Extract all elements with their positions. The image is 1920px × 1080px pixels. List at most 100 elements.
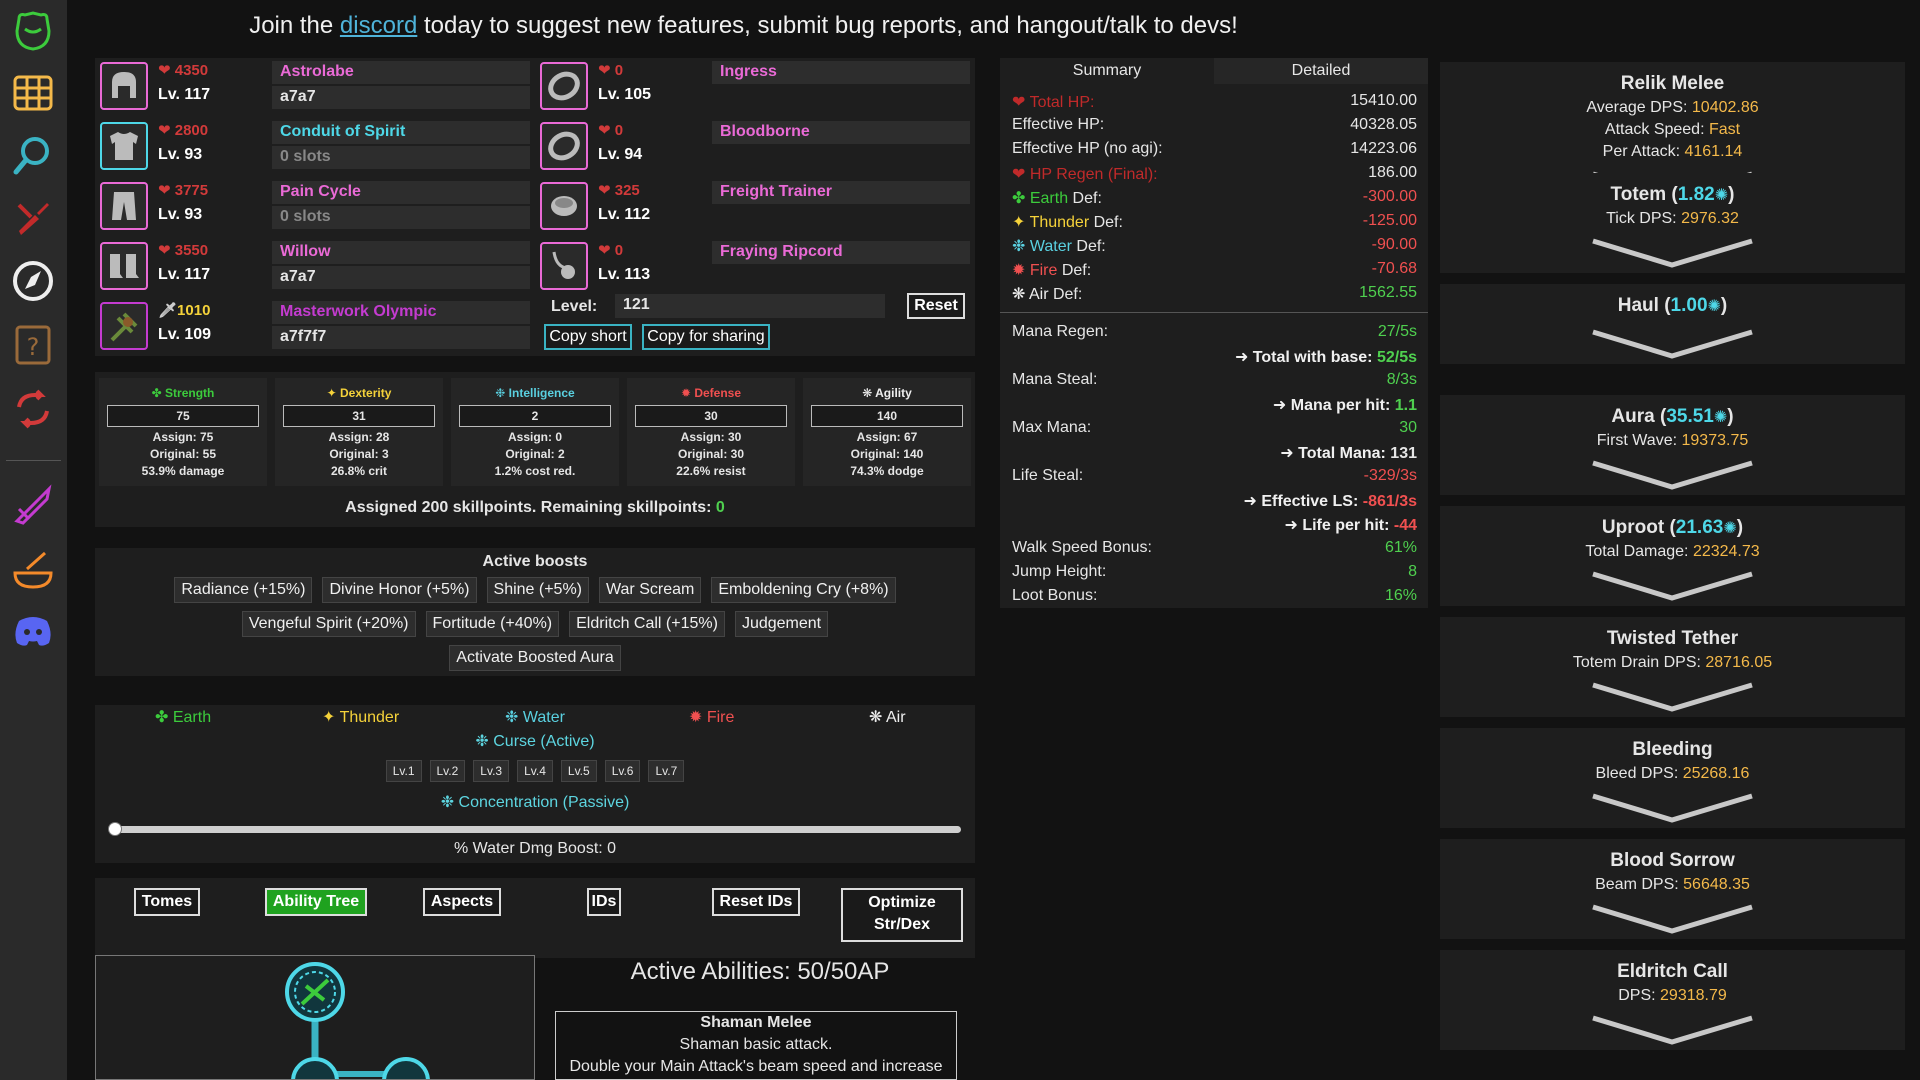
equip-slot-boots[interactable]: ❤ 3550 Lv. 117 Willow a7a7 [95,238,530,294]
level-button-7[interactable]: Lv.7 [648,760,685,782]
level-button-2[interactable]: Lv.2 [429,760,466,782]
damage-card[interactable]: Uproot (21.63✺) Total Damage: 22324.73 [1440,506,1905,606]
cooking-icon[interactable] [10,546,56,592]
item-name-field[interactable]: Freight Trainer [712,181,970,204]
item-name-field[interactable]: Ingress [712,61,970,84]
expand-chevron-icon[interactable] [1591,681,1754,715]
ability-tree-canvas[interactable] [95,955,535,1080]
stat-value: -329/3s [1364,467,1417,485]
tab-ability-tree[interactable]: Ability Tree [265,888,367,916]
stat-value: 27/5s [1378,323,1417,341]
water-boost-slider-thumb[interactable] [108,822,122,836]
sword-icon[interactable] [10,482,56,528]
item-name-field[interactable]: Willow [272,241,530,264]
level-button-1[interactable]: Lv.1 [385,760,422,782]
discord-link[interactable]: discord [339,12,418,39]
ability-node[interactable] [382,1057,430,1080]
level-input[interactable]: 121 [615,294,885,318]
help-icon[interactable]: ? [10,322,56,368]
equip-slot-leggings[interactable]: ❤ 3775 Lv. 93 Pain Cycle 0 slots [95,178,530,234]
expand-chevron-icon[interactable] [1591,459,1754,493]
boost-vengeful-spirit[interactable]: Vengeful Spirit (+20%) [241,611,416,637]
element-tab-air[interactable]: ❋ Air [869,709,906,726]
search-icon[interactable] [10,132,56,178]
tab-summary[interactable]: Summary [1000,58,1214,84]
item-name-field[interactable]: Conduit of Spirit [272,121,530,144]
level-button-5[interactable]: Lv.5 [560,760,597,782]
level-button-3[interactable]: Lv.3 [473,760,510,782]
tab-aspects[interactable]: Aspects [423,888,501,916]
damage-card[interactable]: Haul (1.00✺) [1440,284,1905,364]
refresh-icon[interactable] [10,386,56,432]
damage-card[interactable]: Twisted Tether Totem Drain DPS: 28716.05 [1440,617,1905,717]
activate-boosted-aura-button[interactable]: Activate Boosted Aura [449,645,621,671]
expand-chevron-icon[interactable] [1591,328,1754,362]
damage-card[interactable]: Eldritch Call DPS: 29318.79 [1440,950,1905,1050]
element-tab-water[interactable]: ❉ Water [505,709,565,726]
expand-chevron-icon[interactable] [1591,903,1754,937]
expand-chevron-icon[interactable] [1591,1014,1754,1048]
tab-ids[interactable]: IDs [587,888,621,916]
equip-slot-necklace[interactable]: ❤ 0 Lv. 113 Fraying Ripcord [535,238,970,294]
boost-judgement[interactable]: Judgement [734,611,829,637]
boost-shine[interactable]: Shine (+5%) [486,577,590,603]
boost-war-scream[interactable]: War Scream [599,577,702,603]
element-tab-thunder[interactable]: ✦ Thunder [322,709,400,726]
expand-chevron-icon[interactable] [1591,792,1754,826]
tab-detailed[interactable]: Detailed [1214,58,1428,84]
element-tab-fire[interactable]: ✹ Fire [689,709,735,726]
element-tab-earth[interactable]: ✤ Earth [155,709,212,726]
ability-node[interactable] [291,1057,339,1080]
boost-fortitude[interactable]: Fortitude (+40%) [425,611,560,637]
item-name-field[interactable]: Astrolabe [272,61,530,84]
boost-radiance[interactable]: Radiance (+15%) [174,577,313,603]
equip-slot-weapon[interactable]: 🗡1010 Lv. 109 Masterwork Olympic a7f7f7 [95,298,530,354]
skill-input[interactable]: 75 [107,405,259,427]
leggings-item-icon [100,182,148,230]
mana-icon: ✺ [1723,520,1737,537]
skill-input[interactable]: 30 [635,405,787,427]
damage-card[interactable]: Aura (35.51✺) First Wave: 19373.75 [1440,395,1905,495]
copy-short-button[interactable]: Copy short [544,324,632,350]
item-powder-field[interactable]: a7f7f7 [272,326,530,349]
water-boost-slider-track[interactable] [109,826,961,833]
equip-slot-bracelet[interactable]: ❤ 325 Lv. 112 Freight Trainer [535,178,970,234]
item-powder-field[interactable]: a7a7 [272,266,530,289]
damage-card[interactable]: Blood Sorrow Beam DPS: 56648.35 [1440,839,1905,939]
expand-chevron-icon[interactable] [1591,237,1754,271]
damage-card[interactable]: Totem (1.82✺) Tick DPS: 2976.32 [1440,173,1905,273]
compass-icon[interactable] [10,258,56,304]
optimize-str-dex-button[interactable]: Optimize Str/Dex [841,888,963,942]
expand-chevron-icon[interactable] [1591,570,1754,604]
reset-ids-button[interactable]: Reset IDs [712,888,800,916]
copy-for-sharing-button[interactable]: Copy for sharing [642,324,770,350]
skill-input[interactable]: 31 [283,405,435,427]
damage-card[interactable]: Bleeding Bleed DPS: 25268.16 [1440,728,1905,828]
level-button-6[interactable]: Lv.6 [604,760,641,782]
item-name-field[interactable]: Masterwork Olympic [272,301,530,324]
helmet-icon[interactable] [10,8,56,54]
tab-tomes[interactable]: Tomes [134,888,200,916]
level-button-4[interactable]: Lv.4 [517,760,553,782]
item-powder-field[interactable]: 0 slots [272,206,530,229]
equip-slot-ring-2[interactable]: ❤ 0 Lv. 94 Bloodborne [535,118,970,174]
equip-slot-helmet[interactable]: ❤ 4350 Lv. 117 Astrolabe a7a7 [95,58,530,114]
item-powder-field[interactable]: a7a7 [272,86,530,109]
equip-slot-ring-1[interactable]: ❤ 0 Lv. 105 Ingress [535,58,970,114]
item-hp: ❤ 2800 [158,122,209,139]
equip-slot-chestplate[interactable]: ❤ 2800 Lv. 93 Conduit of Spirit 0 slots [95,118,530,174]
boost-eldritch-call[interactable]: Eldritch Call (+15%) [569,611,725,637]
item-name-field[interactable]: Bloodborne [712,121,970,144]
discord-icon[interactable] [10,608,56,654]
stat-label: Jump Height: [1012,563,1107,580]
item-name-field[interactable]: Pain Cycle [272,181,530,204]
grid-icon[interactable] [10,70,56,116]
reset-button[interactable]: Reset [907,293,965,319]
item-powder-field[interactable]: 0 slots [272,146,530,169]
skill-input[interactable]: 140 [811,405,963,427]
boost-emboldening-cry[interactable]: Emboldening Cry (+8%) [711,577,896,603]
wrench-icon[interactable] [10,196,56,242]
skill-input[interactable]: 2 [459,405,611,427]
boost-divine-honor[interactable]: Divine Honor (+5%) [322,577,477,603]
item-name-field[interactable]: Fraying Ripcord [712,241,970,264]
